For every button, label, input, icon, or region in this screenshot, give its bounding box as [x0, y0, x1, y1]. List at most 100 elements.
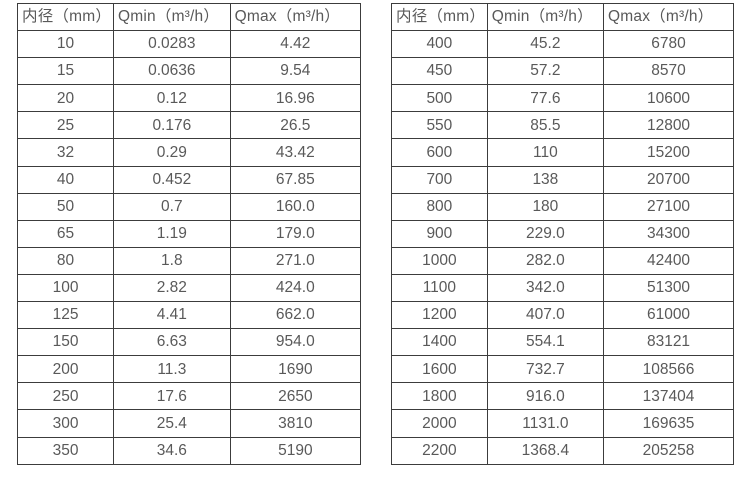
table-cell: 1.8 [113, 246, 231, 275]
table-cell: 108566 [603, 355, 734, 384]
table-row: 15 0.0636 9.54 [16, 57, 362, 86]
table-cell: 50 [16, 192, 115, 221]
table-cell: 554.1 [486, 328, 605, 357]
table-cell: 2000 [391, 409, 488, 438]
table-cell: 34300 [603, 219, 734, 248]
table-row: 32 0.29 43.42 [16, 138, 362, 167]
table-cell: 2650 [229, 382, 362, 411]
table-cell: 229.0 [486, 219, 605, 248]
table-cell: 57.2 [486, 57, 605, 86]
column-header: Qmin（m³/h） [486, 2, 605, 32]
table-cell: 67.85 [229, 165, 362, 194]
table-cell: 150 [16, 328, 115, 357]
table-row: 25 0.176 26.5 [16, 111, 362, 140]
table-cell: 424.0 [229, 273, 362, 303]
table-cell: 0.12 [113, 84, 231, 113]
table-row: 600 110 15200 [391, 138, 734, 167]
table-cell: 200 [16, 355, 115, 384]
table-cell: 51300 [603, 273, 734, 303]
table-row: 1200 407.0 61000 [391, 301, 734, 330]
table-cell: 1690 [229, 355, 362, 384]
table-row: 1000 282.0 42400 [391, 246, 734, 275]
table-row: 1800 916.0 137404 [391, 382, 734, 411]
table-cell: 83121 [603, 328, 734, 357]
column-header: Qmin（m³/h） [113, 2, 231, 32]
table-cell: 42400 [603, 246, 734, 275]
table-cell: 900 [391, 219, 488, 248]
table-cell: 271.0 [229, 246, 362, 275]
table-cell: 1368.4 [486, 436, 605, 465]
table-row: 10 0.0283 4.42 [16, 30, 362, 59]
column-header: Qmax（m³/h） [229, 2, 362, 32]
table-cell: 179.0 [229, 219, 362, 248]
table-cell: 27100 [603, 192, 734, 221]
table-cell: 10600 [603, 84, 734, 113]
table-row: 125 4.41 662.0 [16, 301, 362, 330]
table-row: 200 11.3 1690 [16, 355, 362, 384]
table-cell: 12800 [603, 111, 734, 140]
table-cell: 61000 [603, 301, 734, 330]
table-cell: 77.6 [486, 84, 605, 113]
table-row: 150 6.63 954.0 [16, 328, 362, 357]
table-cell: 1131.0 [486, 409, 605, 438]
table-cell: 662.0 [229, 301, 362, 330]
table-cell: 25 [16, 111, 115, 140]
table-cell: 100 [16, 273, 115, 303]
table-row: 400 45.2 6780 [391, 30, 734, 59]
table-cell: 916.0 [486, 382, 605, 411]
table-cell: 45.2 [486, 30, 605, 59]
table-row: 2000 1131.0 169635 [391, 409, 734, 438]
table-cell: 800 [391, 192, 488, 221]
table-cell: 85.5 [486, 111, 605, 140]
table-row: 300 25.4 3810 [16, 409, 362, 438]
table-cell: 205258 [603, 436, 734, 465]
table-cell: 342.0 [486, 273, 605, 303]
table-row: 250 17.6 2650 [16, 382, 362, 411]
table-cell: 5190 [229, 436, 362, 465]
table-cell: 15200 [603, 138, 734, 167]
table-cell: 954.0 [229, 328, 362, 357]
table-row: 450 57.2 8570 [391, 57, 734, 86]
table-cell: 1400 [391, 328, 488, 357]
table-cell: 400 [391, 30, 488, 59]
table-cell: 138 [486, 165, 605, 194]
table-cell: 15 [16, 57, 115, 86]
table-row: 80 1.8 271.0 [16, 246, 362, 275]
table-row: 1400 554.1 83121 [391, 328, 734, 357]
table-cell: 500 [391, 84, 488, 113]
table-cell: 300 [16, 409, 115, 438]
table-cell: 160.0 [229, 192, 362, 221]
table-cell: 350 [16, 436, 115, 465]
table-cell: 80 [16, 246, 115, 275]
table-cell: 16.96 [229, 84, 362, 113]
table-cell: 2200 [391, 436, 488, 465]
table-row: 1600 732.7 108566 [391, 355, 734, 384]
table-row: 1100 342.0 51300 [391, 273, 734, 303]
column-header: 内径（mm） [391, 2, 488, 32]
table-cell: 9.54 [229, 57, 362, 86]
table-cell: 0.176 [113, 111, 231, 140]
table-cell: 169635 [603, 409, 734, 438]
table-cell: 20700 [603, 165, 734, 194]
table-header: 内径（mm） Qmin（m³/h） Qmax（m³/h） [391, 2, 734, 32]
table-cell: 550 [391, 111, 488, 140]
table-cell: 407.0 [486, 301, 605, 330]
table-cell: 125 [16, 301, 115, 330]
table-body: 400 45.2 6780 450 57.2 8570 500 77.6 10600 550 85.… [391, 30, 734, 465]
table-cell: 20 [16, 84, 115, 113]
table-cell: 1100 [391, 273, 488, 303]
header-row: 内径（mm） Qmin（m³/h） Qmax（m³/h） [391, 2, 734, 32]
table-cell: 10 [16, 30, 115, 59]
table-cell: 17.6 [113, 382, 231, 411]
table-cell: 0.0283 [113, 30, 231, 59]
table-row: 550 85.5 12800 [391, 111, 734, 140]
column-header: 内径（mm） [16, 2, 115, 32]
table-cell: 732.7 [486, 355, 605, 384]
table-cell: 600 [391, 138, 488, 167]
table-cell: 11.3 [113, 355, 231, 384]
table-cell: 6.63 [113, 328, 231, 357]
header-row: 内径（mm） Qmin（m³/h） Qmax（m³/h） [16, 2, 362, 32]
table-cell: 1.19 [113, 219, 231, 248]
table-row: 65 1.19 179.0 [16, 219, 362, 248]
